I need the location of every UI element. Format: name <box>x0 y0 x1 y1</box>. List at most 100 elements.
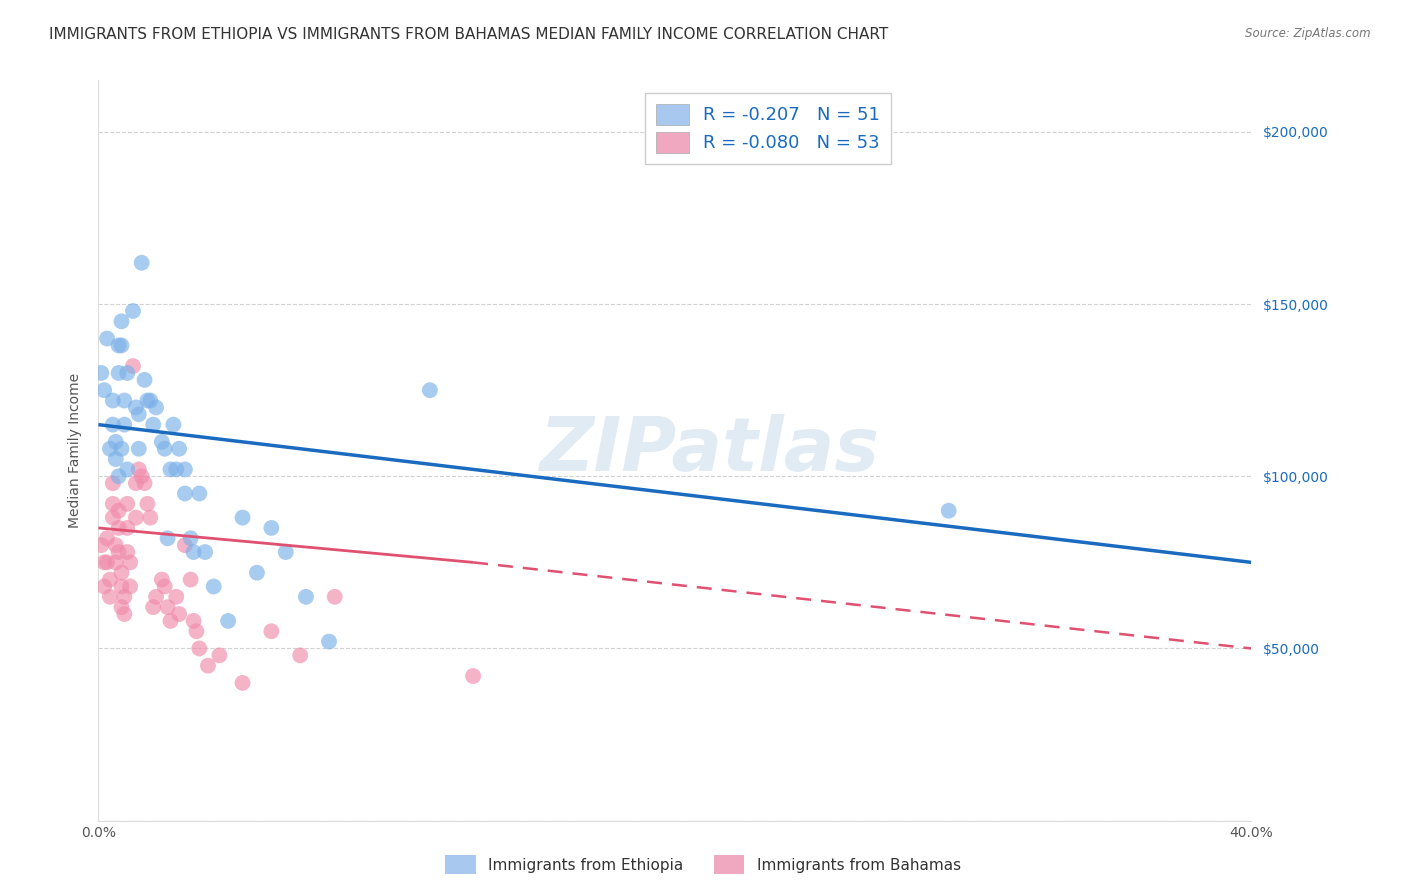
Point <box>98 590 121 604</box>
Point <box>142 600 165 615</box>
Point <box>120 579 142 593</box>
Point <box>128 442 150 456</box>
Text: ZIPatlas: ZIPatlas <box>540 414 880 487</box>
Point <box>260 521 283 535</box>
Point <box>260 624 283 639</box>
Point <box>274 545 297 559</box>
Point <box>98 442 121 456</box>
Point <box>159 614 181 628</box>
Point <box>125 510 148 524</box>
Point <box>167 607 190 621</box>
Point <box>139 510 162 524</box>
Text: Source: ZipAtlas.com: Source: ZipAtlas.com <box>1246 27 1371 40</box>
Point <box>110 338 132 352</box>
Point <box>186 624 208 639</box>
Point <box>112 607 135 621</box>
Point <box>246 566 269 580</box>
Point <box>318 634 340 648</box>
Point <box>98 573 121 587</box>
Point <box>90 538 112 552</box>
Point <box>117 497 139 511</box>
Point <box>107 521 129 535</box>
Point <box>96 332 118 346</box>
Point <box>107 545 129 559</box>
Point <box>101 393 124 408</box>
Point <box>156 531 179 545</box>
Point <box>110 314 132 328</box>
Point <box>159 462 181 476</box>
Point <box>110 442 132 456</box>
Point <box>128 462 150 476</box>
Point <box>174 462 197 476</box>
Point <box>153 579 176 593</box>
Point <box>93 555 115 569</box>
Point <box>217 614 239 628</box>
Point <box>93 383 115 397</box>
Point <box>136 497 159 511</box>
Point <box>165 462 187 476</box>
Point <box>165 590 187 604</box>
Point <box>197 658 219 673</box>
Y-axis label: Median Family Income: Median Family Income <box>69 373 83 528</box>
Point <box>107 469 129 483</box>
Point <box>208 648 231 663</box>
Point <box>139 393 162 408</box>
Point <box>104 538 127 552</box>
Point <box>117 366 139 380</box>
Text: IMMIGRANTS FROM ETHIOPIA VS IMMIGRANTS FROM BAHAMAS MEDIAN FAMILY INCOME CORRELA: IMMIGRANTS FROM ETHIOPIA VS IMMIGRANTS F… <box>49 27 889 42</box>
Point <box>110 600 132 615</box>
Point <box>107 338 129 352</box>
Point <box>117 462 139 476</box>
Point <box>419 383 441 397</box>
Point <box>101 497 124 511</box>
Point <box>101 510 124 524</box>
Point <box>122 304 145 318</box>
Point <box>295 590 318 604</box>
Point <box>101 476 124 491</box>
Point <box>162 417 184 432</box>
Point <box>174 486 197 500</box>
Point <box>938 504 960 518</box>
Point <box>142 417 165 432</box>
Point <box>104 452 127 467</box>
Legend: Immigrants from Ethiopia, Immigrants from Bahamas: Immigrants from Ethiopia, Immigrants fro… <box>439 849 967 880</box>
Point <box>461 669 484 683</box>
Point <box>117 545 139 559</box>
Point <box>93 579 115 593</box>
Point <box>112 590 135 604</box>
Point <box>131 256 153 270</box>
Point <box>174 538 197 552</box>
Point <box>202 579 225 593</box>
Point <box>183 614 205 628</box>
Point <box>110 566 132 580</box>
Point <box>150 434 173 449</box>
Point <box>150 573 173 587</box>
Point <box>107 366 129 380</box>
Point <box>101 417 124 432</box>
Point <box>136 393 159 408</box>
Point <box>145 590 167 604</box>
Point <box>134 476 156 491</box>
Point <box>231 510 254 524</box>
Point <box>290 648 312 663</box>
Point <box>125 401 148 415</box>
Point <box>120 555 142 569</box>
Point <box>167 442 190 456</box>
Point <box>104 434 127 449</box>
Point <box>134 373 156 387</box>
Point <box>231 676 254 690</box>
Point <box>180 531 202 545</box>
Point <box>156 600 179 615</box>
Point <box>90 366 112 380</box>
Point <box>104 555 127 569</box>
Point <box>153 442 176 456</box>
Point <box>112 393 135 408</box>
Point <box>122 359 145 373</box>
Legend: R = -0.207   N = 51, R = -0.080   N = 53: R = -0.207 N = 51, R = -0.080 N = 53 <box>645 93 890 163</box>
Point <box>180 573 202 587</box>
Point <box>107 504 129 518</box>
Point <box>96 555 118 569</box>
Point <box>131 469 153 483</box>
Point <box>188 641 211 656</box>
Point <box>145 401 167 415</box>
